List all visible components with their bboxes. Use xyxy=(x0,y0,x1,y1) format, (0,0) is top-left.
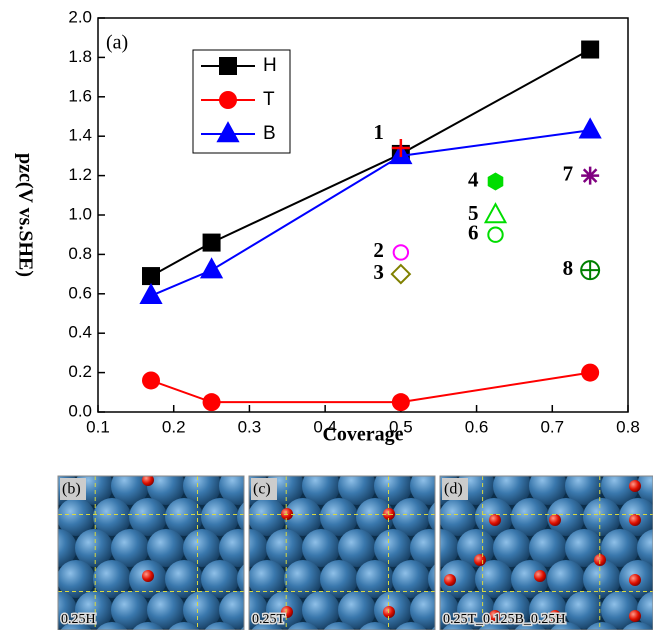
adatom xyxy=(629,480,641,492)
marker xyxy=(392,393,410,411)
x-tick-label: 0.8 xyxy=(616,417,640,436)
point-label: 4 xyxy=(468,167,479,191)
y-tick-label: 1.4 xyxy=(68,126,92,145)
adatom xyxy=(629,610,641,622)
marker xyxy=(142,267,160,285)
atom xyxy=(619,436,653,474)
y-tick-label: 0.8 xyxy=(68,244,92,263)
marker xyxy=(581,41,599,59)
y-tick-label: 1.0 xyxy=(68,204,92,223)
panel-caption: 0.25T xyxy=(252,612,286,627)
adatom xyxy=(629,514,641,526)
panel-label: (c) xyxy=(253,481,271,498)
legend-label: T xyxy=(263,89,275,110)
adatom xyxy=(534,570,546,582)
atom xyxy=(511,436,549,474)
x-tick-label: 0.5 xyxy=(389,417,413,436)
x-tick-label: 0.6 xyxy=(465,417,489,436)
marker xyxy=(581,167,599,185)
atom xyxy=(129,436,167,474)
atom xyxy=(165,436,203,474)
y-tick-label: 1.8 xyxy=(68,47,92,66)
marker xyxy=(142,371,160,389)
atom xyxy=(3,467,41,505)
marker xyxy=(141,285,161,303)
marker xyxy=(581,261,599,279)
point-label: 6 xyxy=(468,221,479,245)
marker xyxy=(581,364,599,382)
point-label: 2 xyxy=(373,238,384,262)
adatom xyxy=(474,554,486,566)
marker xyxy=(392,265,410,283)
atom xyxy=(21,436,59,474)
atom xyxy=(248,436,286,474)
panel-caption: 0.25H xyxy=(61,612,96,627)
panel-caption: 0.25T_0.125B_0.25H xyxy=(443,612,566,627)
atom xyxy=(237,436,275,474)
atom xyxy=(428,436,466,474)
marker xyxy=(219,57,237,75)
atom xyxy=(500,436,538,474)
point-label: 1 xyxy=(373,120,384,144)
y-tick-label: 0.4 xyxy=(68,323,92,342)
adatom xyxy=(549,514,561,526)
marker xyxy=(203,234,221,252)
marker xyxy=(203,393,221,411)
adatom xyxy=(629,574,641,586)
atom xyxy=(273,436,311,474)
figure: (a) Coverage pzc(V vs.SHE) 0.10.20.30.40… xyxy=(0,0,653,630)
atom xyxy=(439,436,477,474)
atom xyxy=(57,436,95,474)
y-axis-label: pzc(V vs.SHE) xyxy=(14,153,36,277)
marker xyxy=(488,228,502,242)
legend-label: B xyxy=(263,123,276,144)
atom xyxy=(464,436,502,474)
marker xyxy=(219,91,237,109)
marker xyxy=(202,259,222,277)
y-tick-label: 0.2 xyxy=(68,362,92,381)
x-tick-label: 0.2 xyxy=(162,417,186,436)
atom xyxy=(201,436,239,474)
legend-label: H xyxy=(263,55,277,76)
adatom xyxy=(444,574,456,586)
panel-label: (a) xyxy=(106,32,128,54)
atom xyxy=(547,436,585,474)
x-tick-label: 0.4 xyxy=(313,417,337,436)
adatom xyxy=(489,514,501,526)
atom xyxy=(212,436,250,474)
atom xyxy=(3,591,41,629)
panel-label: (b) xyxy=(62,481,81,498)
marker xyxy=(394,245,408,259)
atom xyxy=(475,436,513,474)
marker xyxy=(486,204,506,222)
atom xyxy=(21,622,59,630)
y-tick-label: 2.0 xyxy=(68,7,92,26)
point-label: 3 xyxy=(373,260,384,284)
marker xyxy=(488,173,504,191)
atom xyxy=(284,436,322,474)
plot-frame xyxy=(98,18,628,412)
marker xyxy=(580,119,600,137)
atom xyxy=(403,436,441,474)
atom xyxy=(93,436,131,474)
x-tick-label: 0.3 xyxy=(238,417,262,436)
atom xyxy=(583,436,621,474)
y-tick-label: 1.2 xyxy=(68,165,92,184)
y-tick-label: 1.6 xyxy=(68,86,92,105)
point-label: 8 xyxy=(563,256,574,280)
y-tick-label: 0.0 xyxy=(68,401,92,420)
y-tick-label: 0.6 xyxy=(68,283,92,302)
adatom xyxy=(142,570,154,582)
atom xyxy=(21,498,59,536)
x-tick-label: 0.7 xyxy=(540,417,564,436)
panel-label: (d) xyxy=(444,481,463,498)
atom xyxy=(3,529,41,567)
point-label: 7 xyxy=(563,161,574,185)
atom xyxy=(21,560,59,598)
